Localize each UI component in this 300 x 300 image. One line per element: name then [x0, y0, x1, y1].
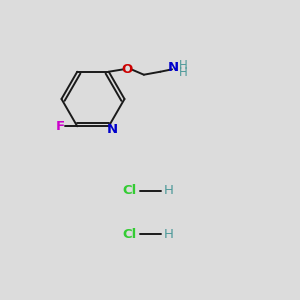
Text: F: F	[56, 120, 65, 133]
Text: N: N	[107, 123, 118, 136]
Text: N: N	[167, 61, 178, 74]
Text: Cl: Cl	[122, 227, 136, 241]
Text: H: H	[164, 227, 173, 241]
Text: H: H	[179, 66, 188, 79]
Text: O: O	[122, 63, 133, 76]
Text: Cl: Cl	[122, 184, 136, 197]
Text: H: H	[179, 59, 188, 72]
Text: H: H	[164, 184, 173, 197]
